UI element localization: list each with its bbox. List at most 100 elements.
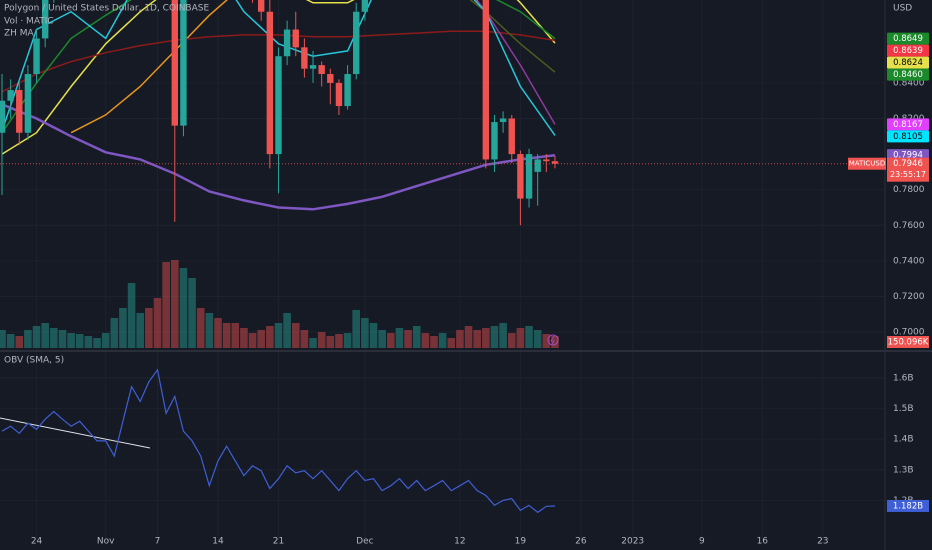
candle-body: [525, 154, 533, 199]
candle-body: [171, 0, 178, 126]
volume-bar: [6, 334, 15, 348]
y-tick-label: 1.6B: [893, 373, 914, 383]
volume-bar: [110, 318, 119, 348]
x-tick-label: 23: [817, 537, 828, 547]
candle-body: [491, 122, 498, 160]
price-badge: [887, 130, 929, 143]
volume-badge: [887, 336, 929, 348]
candle-body: [499, 118, 507, 123]
volume-badge-label: 150.096K: [888, 338, 929, 348]
chart-title: Polygon / United States Dollar, 1D, COIN…: [4, 4, 209, 14]
volume-bar: [438, 333, 447, 348]
volume-bar: [41, 323, 49, 348]
candle-body: [41, 0, 49, 39]
volume-bar: [335, 334, 343, 348]
candle-body: [543, 159, 550, 162]
volume-title: Vol · MATIC: [4, 17, 54, 27]
currency: USD: [893, 4, 912, 14]
volume-bar: [386, 333, 395, 348]
price-badge-label: 0.8624: [893, 58, 923, 68]
last-price-badge: [887, 157, 929, 182]
price-pane: [0, 0, 885, 348]
volume-bar: [473, 330, 481, 348]
volume-bar: [412, 326, 421, 348]
moving-average: [1, 30, 556, 93]
volume-bar: [24, 330, 32, 348]
volume-bar: [153, 298, 162, 348]
candle-body: [266, 11, 274, 155]
volume-bar: [58, 330, 67, 348]
volume-bar: [456, 330, 464, 348]
volume-bar: [67, 333, 75, 348]
candle-body: [534, 159, 541, 172]
volume-bar: [291, 323, 300, 348]
candle-body: [283, 29, 291, 57]
volume-bar: [499, 323, 507, 348]
x-tick-label: 14: [212, 537, 224, 547]
x-tick-label: 12: [454, 537, 465, 547]
candle-body: [180, 0, 187, 126]
volume-bar: [283, 313, 291, 348]
obv-title: OBV (SMA, 5): [4, 356, 64, 366]
price-badge-label: 0.8639: [893, 46, 923, 56]
volume-bar: [196, 308, 205, 348]
volume-bar: [343, 333, 352, 348]
volume-bar: [257, 330, 265, 348]
candle-body: [517, 154, 524, 199]
volume-bar: [50, 328, 58, 348]
y-tick-label: 0.7400: [893, 256, 925, 266]
moving-average: [1, 0, 556, 134]
x-tick-label: Dec: [356, 537, 373, 547]
volume-bar: [430, 336, 438, 348]
obv-line: [1, 368, 556, 514]
obv-pane: [0, 368, 556, 514]
x-tick-label: 2023: [621, 537, 644, 547]
volume-bar: [93, 338, 101, 348]
candle-body: [7, 90, 14, 101]
candle-body: [508, 118, 515, 155]
candle-body: [327, 74, 334, 83]
alert-icon-bolt: [550, 335, 555, 345]
y-tick-label: 1.5B: [893, 404, 914, 414]
moving-average: [475, 0, 556, 125]
price-badge-label: 0.8460: [893, 70, 923, 80]
x-tick-label: 7: [155, 537, 161, 547]
candle-body: [275, 56, 282, 155]
volume-bar: [447, 338, 456, 348]
obv-badge-label: 1.182B: [893, 501, 923, 511]
candle-body: [482, 0, 490, 160]
volume-bar: [516, 328, 525, 348]
volume-bar: [352, 310, 361, 348]
volume-bar: [404, 330, 412, 348]
volume-bar: [533, 330, 542, 348]
volume-bar: [32, 326, 41, 348]
volume-bar: [179, 268, 188, 348]
alert-icon: [547, 334, 559, 346]
candle-body: [16, 90, 23, 133]
volume-bar: [266, 326, 274, 348]
obv-badge: [887, 499, 929, 512]
y-tick-label: 0.7800: [893, 185, 925, 195]
candle-body: [257, 0, 265, 12]
candle-body: [301, 47, 308, 69]
candle-body: [335, 82, 343, 107]
volume-bar: [145, 308, 153, 348]
volume-bar: [188, 278, 196, 348]
moving-average: [1, 0, 556, 136]
volume-bar: [464, 326, 473, 348]
volume-bar: [395, 328, 404, 348]
trend-line: [0, 417, 151, 449]
volume-bar: [162, 262, 170, 348]
volume-bar: [482, 328, 490, 348]
badges: 0.8649 0.8639 0.8624 0.8460 0.8167 0.8105 0.79…: [848, 32, 929, 512]
candle-body: [344, 74, 351, 107]
volume-bar: [326, 336, 335, 348]
volume-bar: [274, 323, 283, 348]
volume-bar: [0, 330, 6, 348]
price-badge: [887, 56, 929, 69]
volume-bar: [361, 318, 369, 348]
price-badge: [887, 68, 929, 81]
price-badge-label: 0.8167: [893, 120, 923, 130]
volume-bar: [490, 326, 499, 348]
